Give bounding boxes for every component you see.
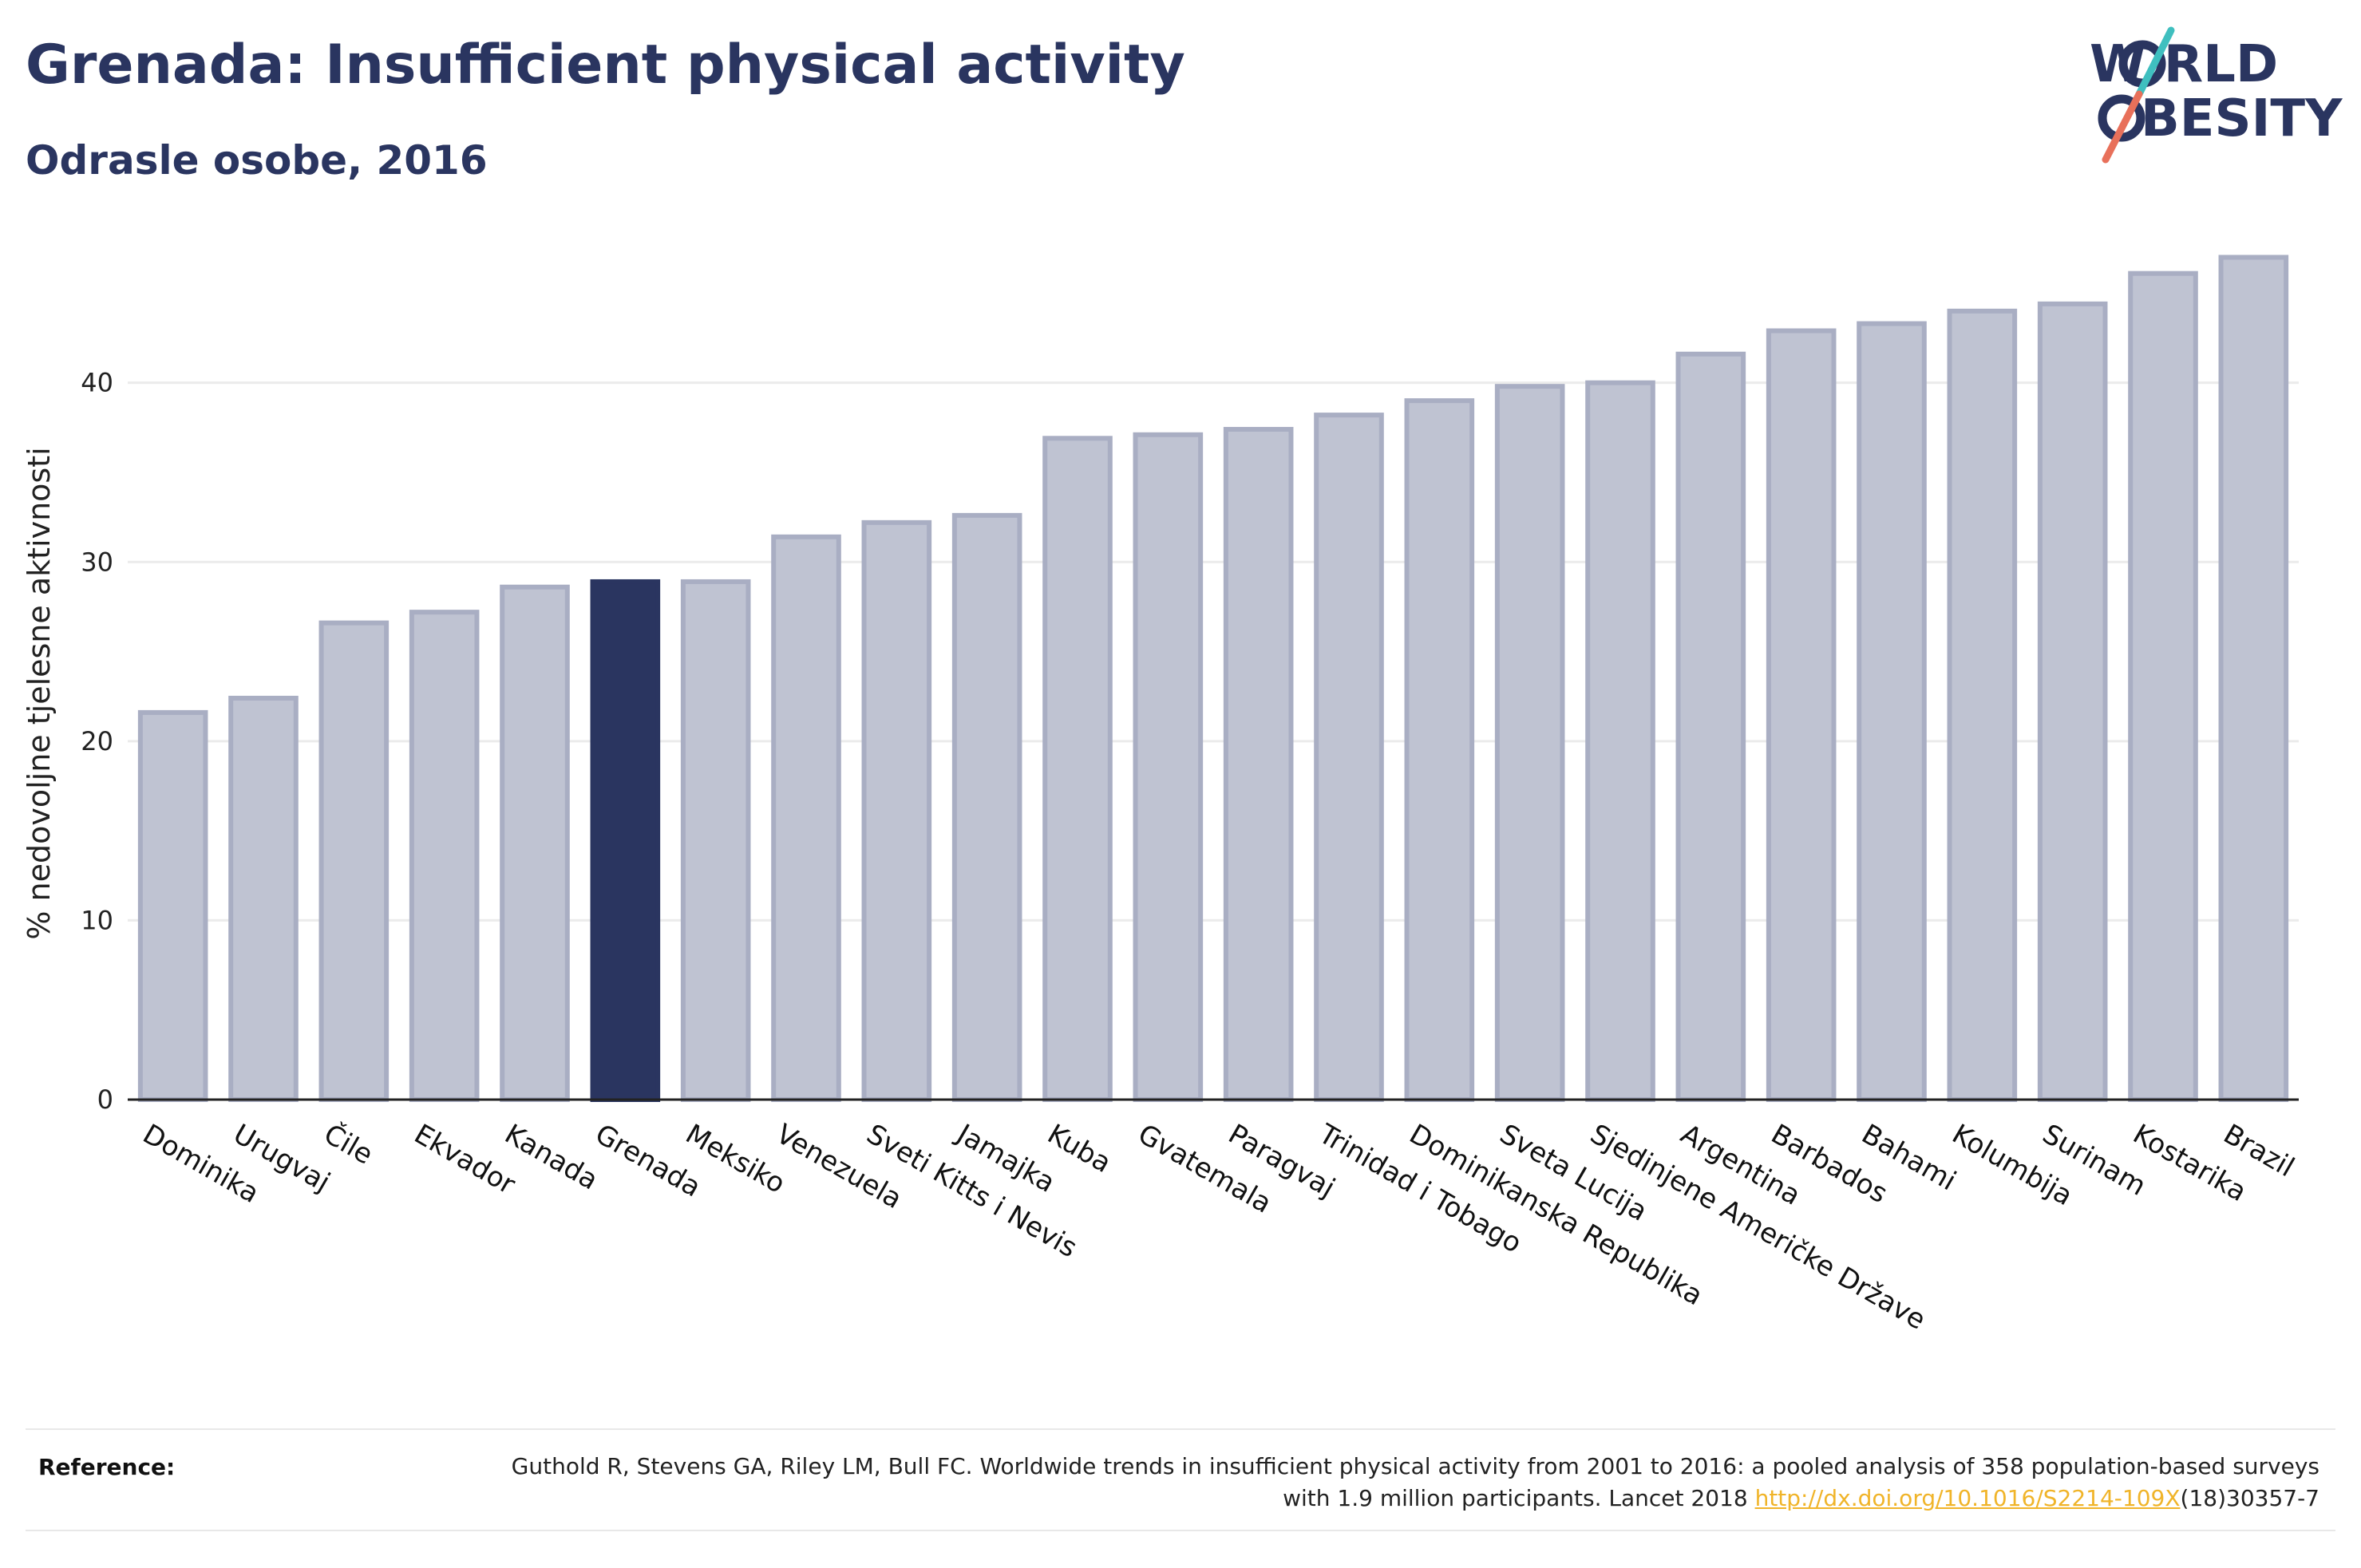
y-tick-label: 10: [81, 905, 113, 935]
reference-text-part-1: Guthold R, Stevens GA, Riley LM, Bull FC…: [511, 1453, 2319, 1511]
x-tick-label: Kanada: [500, 1118, 603, 1196]
bar-kolumbija: [1947, 308, 2018, 1103]
reference-text-part-2: (18)30357-7: [2180, 1485, 2319, 1511]
reference-label: Reference:: [38, 1454, 176, 1480]
y-tick-label: 0: [97, 1084, 113, 1115]
logo-slash-top: [2135, 26, 2175, 98]
bar-surinam: [2037, 301, 2108, 1103]
y-tick-labels: 0 10 20 30 40: [81, 368, 113, 1115]
logo-o-ring-2: [2098, 94, 2145, 142]
reference-link[interactable]: http://dx.doi.org/10.1016/S2214-109X: [1754, 1485, 2181, 1511]
bar-barbados: [1766, 328, 1837, 1103]
y-gridlines: [128, 381, 2299, 922]
x-tick-label: Čile: [318, 1117, 379, 1171]
reference-text: Guthold R, Stevens GA, Riley LM, Bull FC…: [484, 1451, 2319, 1515]
bar-brazil: [2218, 255, 2289, 1102]
logo-slash-bottom: [2102, 90, 2143, 164]
bar-gvatemala: [1133, 432, 1204, 1102]
bar-jamajka: [951, 512, 1022, 1102]
bar-bahami: [1857, 321, 1927, 1103]
bar-meksiko: [680, 579, 751, 1102]
bar-venezuela: [771, 534, 841, 1102]
y-tick-label: 40: [81, 368, 113, 398]
logo-line-2: BESITY: [2141, 89, 2343, 148]
bar-dominikanska-republika: [1404, 398, 1475, 1102]
y-tick-label: 20: [81, 726, 113, 756]
world-obesity-logo: W RLD BESITY: [2090, 26, 2343, 164]
bar-kuba: [1042, 436, 1113, 1102]
bar-grenada: [590, 579, 661, 1102]
bar-urugvaj: [228, 695, 299, 1103]
bar-trinidad-i-tobago: [1314, 413, 1384, 1102]
bar-čile: [318, 620, 390, 1102]
bar-paragvaj: [1223, 427, 1294, 1102]
footer: Reference: Guthold R, Stevens GA, Riley …: [26, 1428, 2335, 1531]
bar-sveti-kitts-i-nevis: [861, 519, 932, 1102]
bar-kanada: [500, 584, 570, 1102]
y-tick-label: 30: [81, 547, 113, 577]
chart-title: Grenada: Insufficient physical activity: [26, 34, 1185, 97]
chart-subtitle: Odrasle osobe, 2016: [26, 137, 488, 184]
bar-dominika: [137, 709, 208, 1103]
bars: [137, 255, 2289, 1103]
bar-sjedinjene-američke-države: [1585, 380, 1655, 1102]
y-axis-label: % nedovoljne tjelesne aktivnosti: [22, 447, 57, 939]
bar-sveta-lucija: [1494, 384, 1565, 1102]
x-tick-label: Ekvador: [409, 1118, 520, 1201]
bar-ekvador: [409, 610, 480, 1102]
bar-argentina: [1675, 351, 1746, 1102]
bar-kostarika: [2128, 271, 2198, 1103]
